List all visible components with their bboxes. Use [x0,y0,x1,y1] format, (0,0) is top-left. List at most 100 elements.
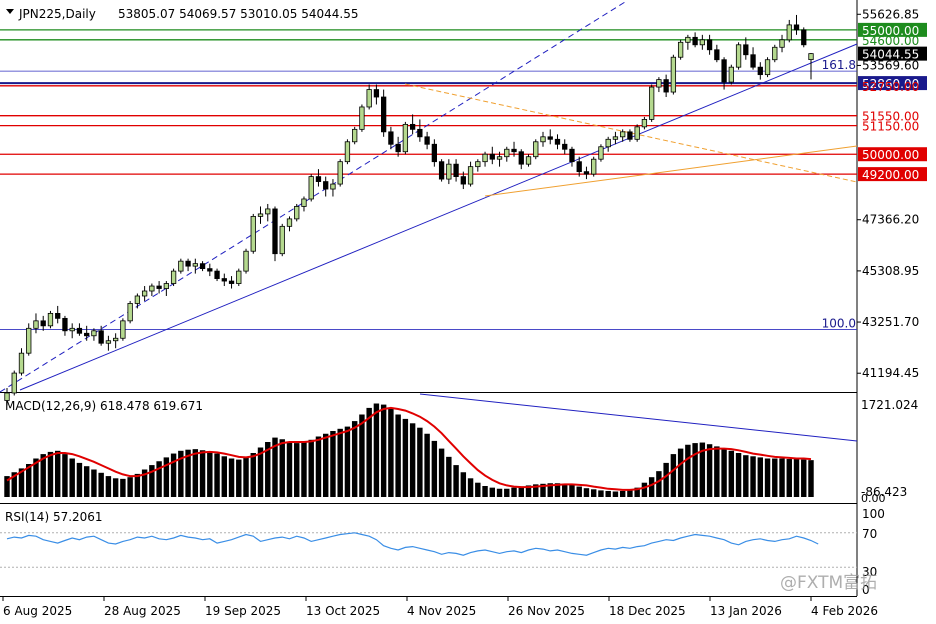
candle-body [366,89,372,108]
macd-bar [236,459,242,497]
macd-bar [351,421,358,497]
candle-body [721,59,727,83]
fib-extension-line [0,1,626,393]
macd-bar [330,431,336,497]
macd-bar [76,462,83,497]
macd-bar [598,490,604,497]
macd-bar [496,488,503,497]
macd-bar [178,450,184,497]
macd-tick-zero: 0.00 [861,492,886,505]
macd-bar [308,439,314,497]
macd-bar [279,439,285,497]
candle-body [344,141,351,163]
candle-body [323,181,329,190]
macd-label: MACD(12,26,9) 618.478 619.671 [5,399,203,413]
candle-body [330,183,336,190]
candle-body [692,36,698,46]
candle-body [55,312,61,319]
macd-bar [677,448,684,497]
candle-body [4,392,10,401]
candle-body [76,327,83,334]
candle-body [786,24,792,41]
watermark: @FXTM富拓 [780,573,877,593]
candle-body [163,283,169,289]
candle-body [236,270,242,284]
macd-bar [301,442,307,497]
macd-bar [786,459,792,497]
macd-bar [750,456,756,497]
candle-body [757,66,763,76]
time-axis: 6 Aug 2025 28 Aug 2025 19 Sep 2025 13 Oct 2… [2,597,878,618]
macd-bar [728,450,735,497]
macd-bar [112,478,119,497]
macd-bar [612,491,619,497]
candle-body [453,163,459,178]
candle-body [156,285,162,289]
candle-body [228,280,235,284]
candle-body [562,143,568,150]
macd-bar [431,440,438,497]
candle-body [424,136,430,145]
candle-body [395,143,401,153]
candle-body [359,106,365,130]
candle-body [714,49,720,61]
candle-body [656,79,662,88]
macd-bar [424,433,430,497]
candle-body [634,126,640,140]
symbol-dropdown-icon[interactable] [6,9,14,14]
orange-support-line [484,145,858,197]
candle-body [373,89,380,98]
macd-bar [634,487,640,497]
macd-bar [199,450,206,497]
macd-bar [475,482,481,497]
macd-bar [619,490,626,497]
candle-body [381,96,387,133]
macd-bar [294,443,300,497]
candle-body [677,41,684,58]
macd-bar [772,458,778,497]
macd-bar [547,483,553,497]
macd-bar [228,458,235,497]
macd-bar [221,456,228,497]
candle-body [417,128,423,138]
symbol-timeframe: JPN225,Daily [18,7,96,21]
rsi-tick-30: 30 [862,565,877,579]
macd-bar [105,476,112,497]
candle-body [583,171,590,175]
candle-body [185,260,191,267]
fib-labels: 161.8 100.0 [822,58,856,330]
time-tick-label: 19 Sep 2025 [205,604,281,618]
candle-body [279,225,285,255]
level-tag: 55000.00 [858,22,927,38]
macd-bar [250,453,256,497]
candle-body [735,44,742,68]
candle-body [460,176,466,185]
macd-bar [583,488,590,497]
macd-bar [322,433,329,497]
candle-body [265,208,271,215]
macd-bar [18,468,25,497]
level-tag-text: 54044.55 [862,48,919,62]
candle-body [402,123,409,153]
candle-body [301,198,307,207]
candle-body [98,330,104,344]
time-tick-label: 13 Oct 2025 [306,604,380,618]
candle-body [446,163,452,180]
macd-bar [373,403,380,497]
level-tag-text: 50000.00 [862,148,919,162]
candle-body [337,161,343,185]
candle-body [149,285,155,292]
candle-body [547,136,553,140]
macd-bar [4,476,10,497]
macd-bar [525,485,532,497]
macd-bar [605,490,611,497]
macd-bar [395,414,401,497]
macd-bar [590,489,597,497]
macd-signal-line [6,406,812,491]
macd-bar [576,486,582,497]
macd-bar [185,449,191,497]
macd-bar [62,454,68,497]
macd-bar [417,427,423,497]
macd-bar [47,451,54,497]
candle-body [533,141,539,158]
